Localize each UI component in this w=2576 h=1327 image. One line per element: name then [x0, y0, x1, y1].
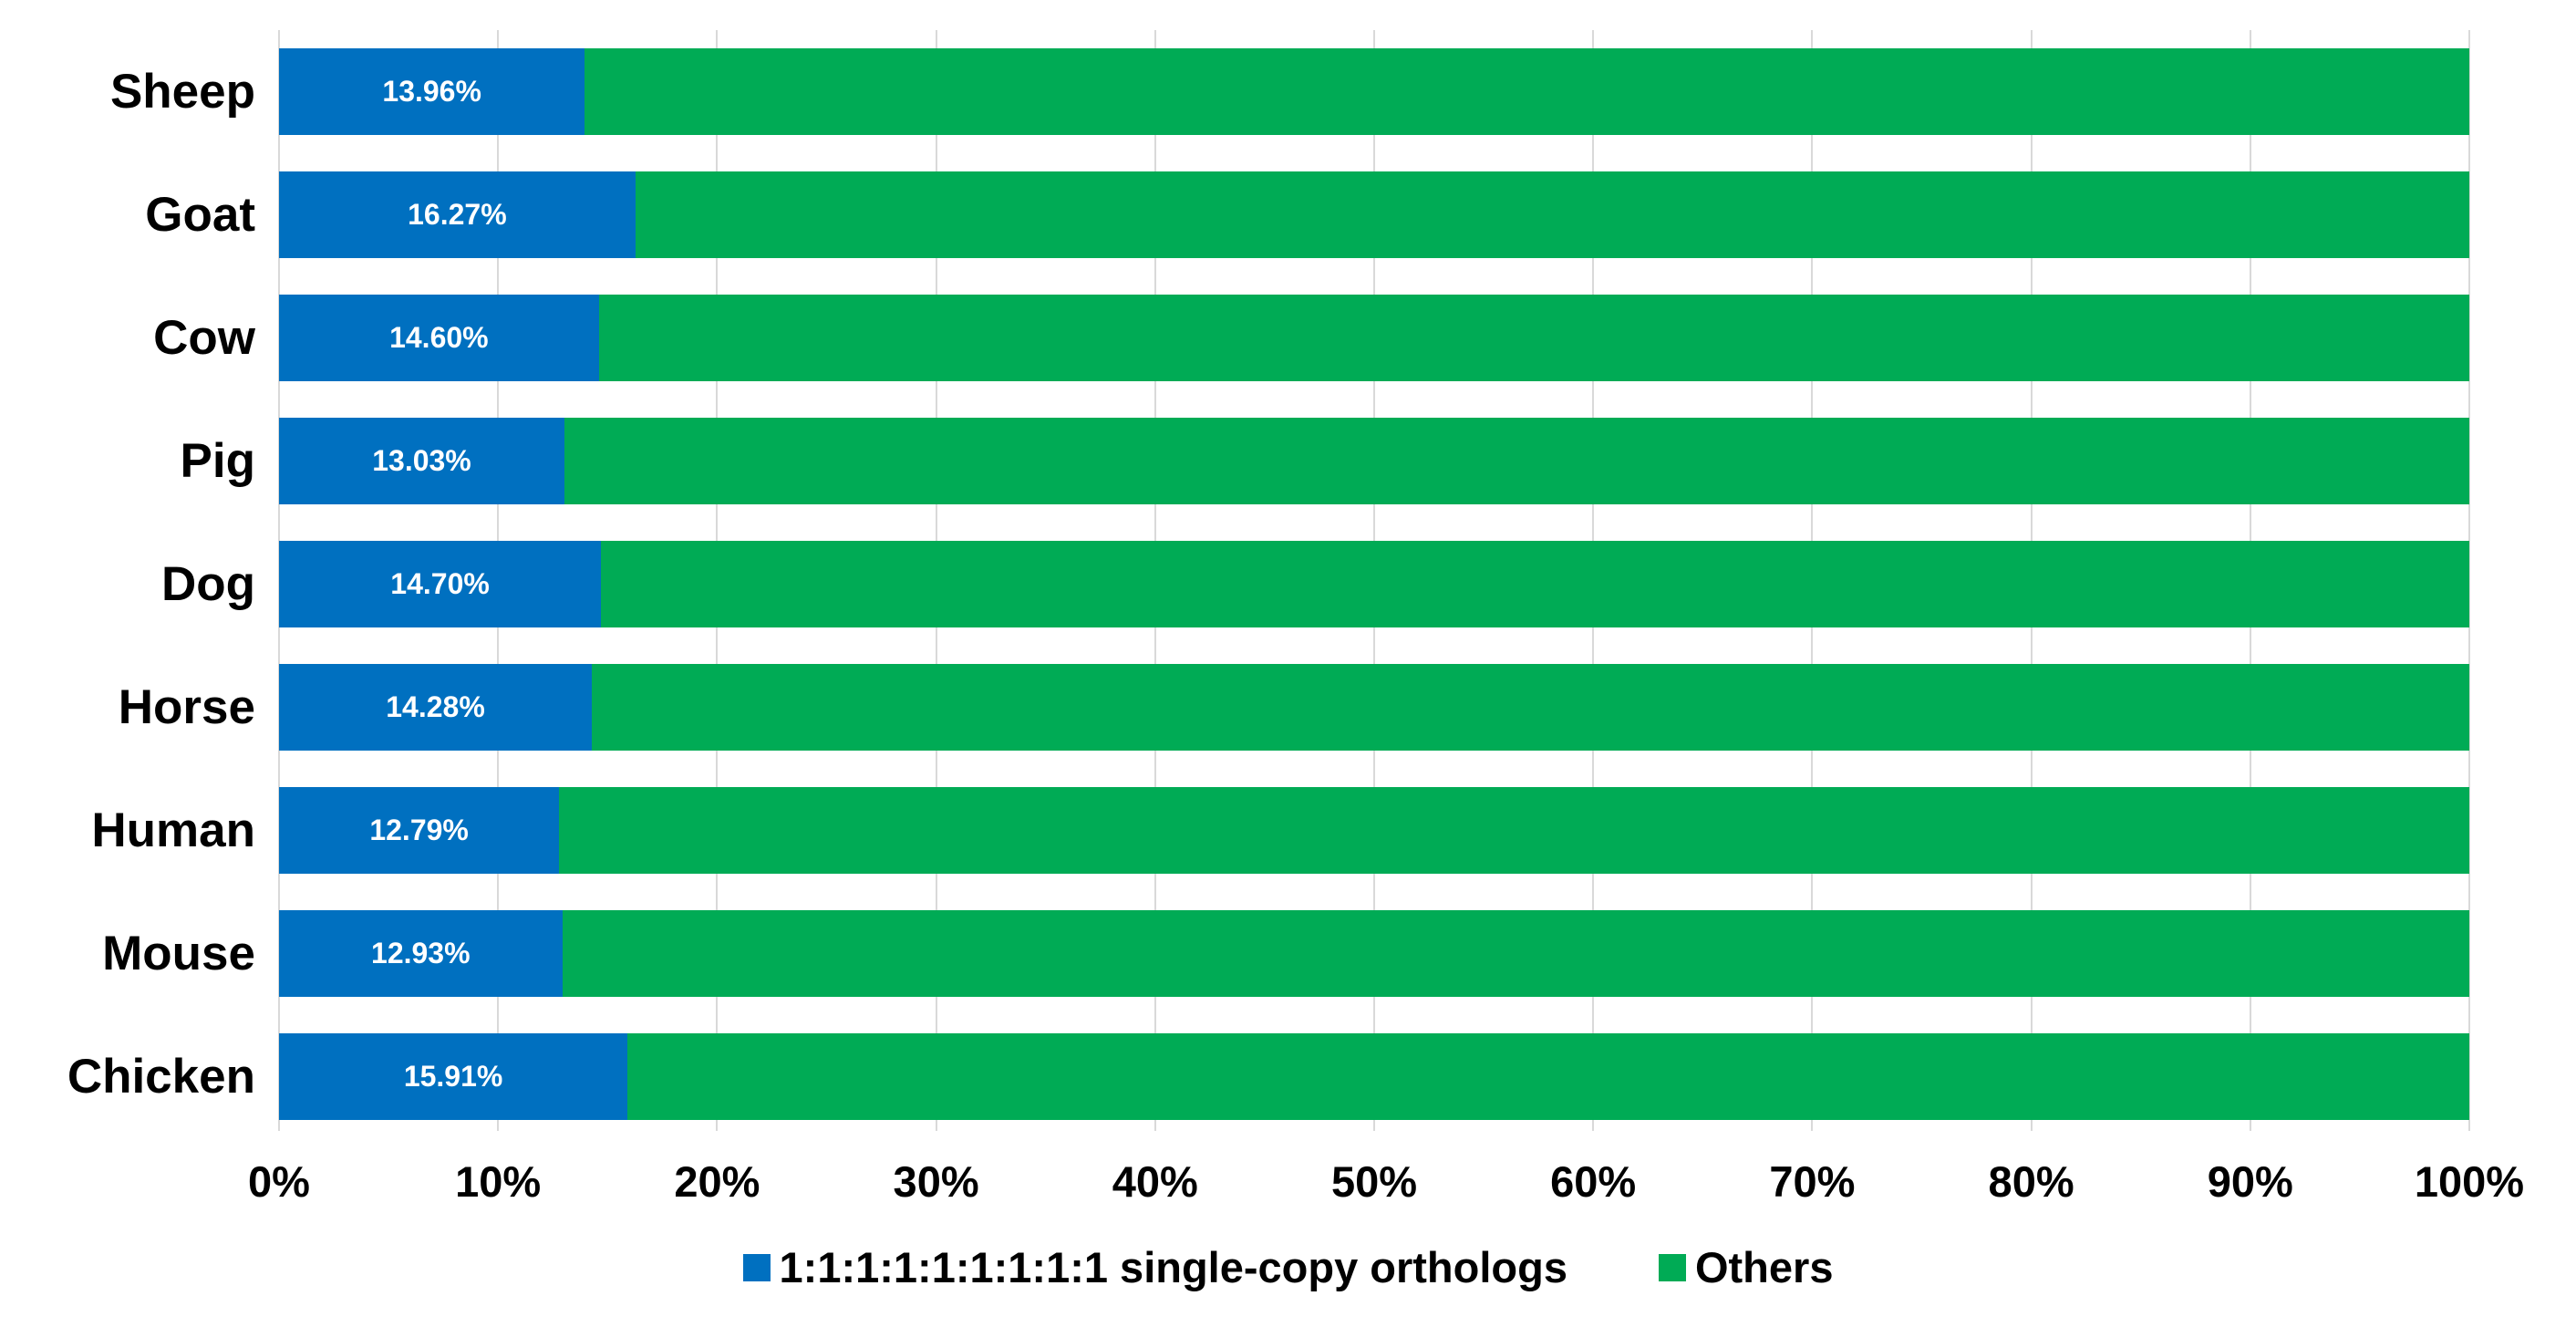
legend-label: 1:1:1:1:1:1:1:1:1 single-copy orthologs	[779, 1243, 1567, 1291]
bar-value-label: 12.79%	[369, 814, 469, 846]
category-label: Goat	[145, 188, 255, 242]
bar-row: Mouse 12.93%	[0, 910, 2576, 997]
others-bar-segment	[592, 664, 2469, 751]
plot-area: Sheep 13.96% Goat 16.27% Cow 14.60% Pig 13.03% D…	[0, 30, 2576, 1131]
others-bar-segment	[559, 787, 2469, 874]
x-axis-tick-label: 100%	[2414, 1157, 2525, 1206]
category-label: Cow	[153, 311, 255, 365]
bar-track: 13.96%	[279, 48, 2469, 135]
orthologs-bar-segment: 14.28%	[279, 664, 592, 751]
category-label: Chicken	[67, 1050, 255, 1104]
category-label: Horse	[118, 680, 255, 734]
gridline	[2468, 30, 2470, 1131]
x-axis-tick-label: 40%	[1112, 1157, 1198, 1206]
x-axis-tick-label: 30%	[893, 1157, 979, 1206]
category-label: Dog	[160, 557, 255, 611]
bar-row: Pig 13.03%	[0, 418, 2576, 504]
bar-value-label: 12.93%	[371, 937, 471, 969]
bar-rows: Sheep 13.96% Goat 16.27% Cow 14.60% Pig 13.03% D…	[0, 48, 2576, 1120]
x-axis-tick-label: 0%	[248, 1157, 310, 1206]
bar-value-label: 14.60%	[389, 321, 489, 354]
orthologs-bar-segment: 13.96%	[279, 48, 585, 135]
category-label: Pig	[180, 434, 255, 488]
bar-row: Dog 14.70%	[0, 541, 2576, 627]
orthologs-bar-segment: 14.70%	[279, 541, 602, 627]
bar-value-label: 13.96%	[382, 75, 481, 108]
legend-label: Others	[1694, 1243, 1834, 1291]
x-axis-tick-label: 70%	[1769, 1157, 1856, 1206]
legend-swatch-others	[1658, 1253, 1686, 1281]
legend-item-orthologs: 1:1:1:1:1:1:1:1:1 single-copy orthologs	[742, 1242, 1567, 1292]
bar-value-label: 15.91%	[403, 1060, 503, 1093]
others-bar-segment	[585, 48, 2469, 135]
orthologs-bar-segment: 15.91%	[279, 1033, 628, 1120]
bar-track: 12.79%	[279, 787, 2469, 874]
legend: 1:1:1:1:1:1:1:1:1 single-copy orthologs O…	[0, 1242, 2576, 1292]
others-bar-segment	[598, 295, 2469, 381]
category-label: Mouse	[102, 927, 255, 980]
bar-row: Goat 16.27%	[0, 171, 2576, 258]
bar-track: 12.93%	[279, 910, 2469, 997]
x-axis: 0% 10% 20% 30% 40% 50% 60% 70% 80% 90% 100%	[248, 1156, 2524, 1220]
bar-track: 14.60%	[279, 295, 2469, 381]
bar-track: 14.28%	[279, 664, 2469, 751]
orthologs-bar-segment: 13.03%	[279, 418, 564, 504]
bar-row: Sheep 13.96%	[0, 48, 2576, 135]
bar-track: 14.70%	[279, 541, 2469, 627]
bar-row: Human 12.79%	[0, 787, 2576, 874]
others-bar-segment	[601, 541, 2469, 627]
legend-swatch-orthologs	[742, 1253, 771, 1281]
bar-track: 13.03%	[279, 418, 2469, 504]
x-axis-tick-label: 80%	[1988, 1157, 2074, 1206]
bar-track: 16.27%	[279, 171, 2469, 258]
others-bar-segment	[627, 1033, 2469, 1120]
bar-value-label: 16.27%	[408, 198, 507, 231]
x-axis-tick-label: 50%	[1330, 1157, 1418, 1206]
bar-value-label: 14.70%	[390, 567, 490, 600]
x-axis-tick-label: 60%	[1550, 1157, 1637, 1206]
orthologs-bar-segment: 14.60%	[279, 295, 599, 381]
category-label: Sheep	[109, 65, 255, 119]
others-bar-segment	[635, 171, 2469, 258]
bar-row: Horse 14.28%	[0, 664, 2576, 751]
bar-value-label: 14.28%	[386, 690, 485, 723]
orthologs-bar-segment: 12.79%	[279, 787, 560, 874]
others-bar-segment	[564, 418, 2469, 504]
bar-value-label: 13.03%	[372, 444, 471, 477]
x-axis-tick-label: 90%	[2207, 1157, 2293, 1206]
bar-row: Chicken 15.91%	[0, 1033, 2576, 1120]
bar-track: 15.91%	[279, 1033, 2469, 1120]
x-axis-tick-label: 10%	[455, 1157, 542, 1206]
orthologs-bar-segment: 16.27%	[279, 171, 636, 258]
orthologs-bar-segment: 12.93%	[279, 910, 563, 997]
category-label: Human	[91, 803, 255, 857]
bar-row: Cow 14.60%	[0, 295, 2576, 381]
legend-item-others: Others	[1658, 1242, 1834, 1292]
others-bar-segment	[562, 910, 2469, 997]
x-axis-tick-label: 20%	[674, 1157, 760, 1206]
